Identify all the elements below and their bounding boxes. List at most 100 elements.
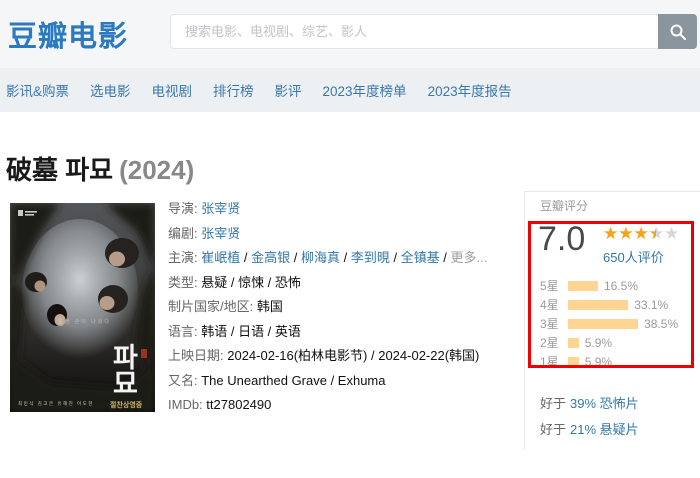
info-label: 编剧: [168, 225, 202, 241]
info-label: 制片国家/地区: [168, 299, 257, 314]
nav-item[interactable]: 2023年度报告 [427, 84, 512, 99]
info-label: 主演: [168, 250, 202, 265]
movie-info: 导演: 张宰贤 编剧: 张宰贤 主演: 崔岷植 / 金高银 / 柳海真 / 李到晛 … [168, 197, 520, 418]
svg-text:파: 파 [113, 343, 138, 373]
poster-korean-title: 파 묘 [113, 343, 138, 399]
info-row: 上映日期: 2024-02-16(柏林电影节) / 2024-02-22(韩国) [168, 344, 520, 369]
better-than-prefix: 好于 [540, 422, 567, 437]
nav-item[interactable]: 选电影 [90, 84, 131, 99]
search-icon [670, 24, 686, 40]
info-row: 类型: 悬疑 / 惊悚 / 恐怖 [168, 271, 520, 296]
info-row: IMDb: tt27802490 [168, 393, 520, 418]
star-row-label: 5星 [540, 279, 559, 293]
star-row-label: 3星 [540, 317, 559, 331]
info-link[interactable]: 金高银 [251, 250, 291, 265]
star-dist-row: 1星 5.9% [540, 352, 678, 371]
info-value: / [240, 250, 252, 265]
better-than-prefix: 好于 [540, 396, 567, 411]
info-value: / [389, 250, 401, 265]
poster-trees [10, 203, 155, 412]
info-label: 上映日期: [168, 348, 228, 363]
better-than-row: 好于 39% 恐怖片 [540, 391, 639, 417]
better-than-link[interactable]: 39% 恐怖片 [570, 396, 639, 411]
info-row: 语言: 韩语 / 日语 / 英语 [168, 320, 520, 345]
poster-credits: 최민식 김고은 유해진 이도현 [18, 400, 94, 407]
info-label: IMDb: [168, 397, 207, 412]
info-link[interactable]: 全镇基 [400, 250, 440, 265]
info-link[interactable]: 崔岷植 [201, 250, 241, 265]
star-row-label: 4星 [540, 298, 559, 312]
info-value: 韩语 / 日语 / 英语 [201, 323, 301, 339]
site-logo[interactable]: 豆瓣电影 [8, 21, 129, 53]
star-bar [568, 337, 579, 348]
star-dist-row: 5星 16.5% [540, 276, 678, 295]
movie-title: 破墓 파묘 [6, 155, 114, 185]
rating-stars: ★★★★★ ★★★★★ [603, 225, 679, 242]
search-input[interactable] [170, 14, 658, 49]
better-than-link[interactable]: 21% 悬疑片 [570, 422, 639, 437]
star-dist-row: 4星 33.1% [540, 295, 678, 314]
rating-votes-link[interactable]: 650人评价 [603, 250, 664, 265]
star-pct: 5.9% [584, 354, 613, 369]
star-bar [568, 318, 639, 329]
search-button[interactable] [658, 14, 697, 49]
poster-figures [25, 238, 139, 326]
page-title: 破墓 파묘 (2024) [6, 150, 194, 187]
info-link[interactable]: 李到晛 [350, 250, 390, 265]
nav-item[interactable]: 电视剧 [151, 84, 193, 99]
info-label: 语言: [168, 323, 202, 339]
star-row-label: 1星 [540, 355, 559, 369]
info-link[interactable]: 柳海真 [300, 250, 340, 265]
better-than-block: 好于 39% 恐怖片 好于 21% 悬疑片 [540, 391, 639, 443]
info-label: 导演: [168, 201, 202, 216]
nav-item[interactable]: 影评 [274, 84, 302, 99]
info-label: 又名: [168, 372, 202, 388]
star-bar [568, 356, 579, 367]
poster-faint-tagline: 일생 손이 나왔다 [58, 318, 111, 325]
info-link[interactable]: 张宰贤 [201, 201, 241, 216]
star-pct: 33.1% [634, 297, 669, 312]
info-value: 悬疑 / 惊悚 / 恐怖 [201, 274, 301, 290]
nav-item[interactable]: 排行榜 [213, 84, 254, 99]
movie-poster[interactable]: 일생 손이 나왔다 파 묘 최민식 김고은 유해진 이도현 절찬상영중 [10, 203, 155, 412]
info-row: 主演: 崔岷植 / 金高银 / 柳海真 / 李到晛 / 全镇基 / 更多... [168, 246, 520, 271]
info-link[interactable]: 张宰贤 [201, 225, 241, 241]
info-row: 导演: 张宰贤 [168, 197, 520, 222]
info-value: / [290, 250, 301, 265]
info-row: 又名: The Unearthed Grave / Exhuma [168, 369, 520, 394]
info-value: 更多... [450, 250, 488, 265]
info-value: 韩国 [256, 299, 283, 314]
info-value: 2024-02-16(柏林电影节) / 2024-02-22(韩国) [227, 348, 480, 363]
star-row-label: 2星 [540, 336, 559, 350]
nav-item[interactable]: 2023年度榜单 [322, 84, 407, 99]
better-than-row: 好于 21% 悬疑片 [540, 417, 639, 443]
star-pct: 16.5% [604, 278, 639, 293]
star-pct: 5.9% [584, 335, 613, 350]
star-bar [568, 299, 629, 310]
rating-section-title: 豆瓣评分 [540, 199, 589, 213]
main-nav: 影讯&购票 选电影 电视剧 排行榜 影评 2023年度榜单 2023年度报告 [0, 68, 700, 112]
star-pct: 38.5% [644, 316, 679, 331]
info-value: The Unearthed Grave / Exhuma [201, 372, 386, 388]
stars-fill: ★★★★★ [603, 225, 656, 242]
info-value: tt27802490 [206, 397, 272, 412]
movie-year: (2024) [119, 155, 195, 185]
festival-laurel-icon [18, 210, 37, 216]
info-row: 编剧: 张宰贤 [168, 222, 520, 247]
header: 豆瓣电影 [0, 0, 700, 68]
info-value: / [439, 250, 451, 265]
info-value: / [339, 250, 351, 265]
svg-text:묘: 묘 [113, 369, 138, 399]
rating-score: 7.0 [538, 220, 586, 258]
poster-release-label: 절찬상영중 [110, 400, 143, 409]
poster-seal-icon [141, 349, 147, 358]
info-row: 制片国家/地区: 韩国 [168, 295, 520, 320]
rating-sidebar: 豆瓣评分 7.0 ★★★★★ ★★★★★ 650人评价 5星 16.5% 4星 33.… [524, 191, 700, 450]
star-bar [568, 280, 598, 291]
stars-empty: ★★★★★ [603, 224, 680, 243]
nav-item[interactable]: 影讯&购票 [6, 84, 70, 99]
star-dist-row: 3星 38.5% [540, 314, 678, 333]
info-label: 类型: [168, 274, 202, 290]
star-dist-row: 2星 5.9% [540, 333, 678, 352]
